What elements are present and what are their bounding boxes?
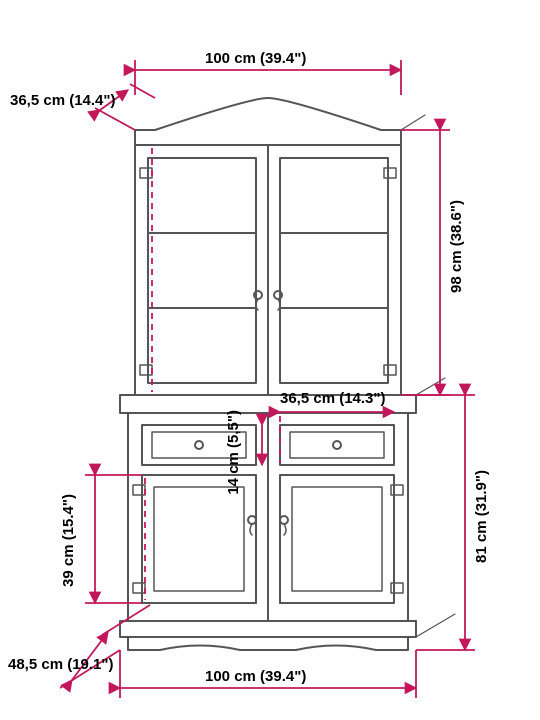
dim-bottom-depth: 48,5 cm (19.1"): [8, 656, 114, 673]
dim-bottom-width: 100 cm (39.4"): [205, 668, 306, 685]
dim-lower-door: 39 cm (15.4"): [60, 494, 77, 587]
dim-top-depth: 36,5 cm (14.4"): [10, 92, 116, 109]
dim-lower-full: 81 cm (31.9"): [473, 470, 490, 563]
dim-drawer-height: 14 cm (5,5"): [225, 410, 242, 495]
dim-upper-height: 98 cm (38.6"): [448, 200, 465, 293]
dim-drawer-width: 36,5 cm (14.3"): [280, 390, 386, 407]
cabinet-outline: [120, 98, 455, 650]
dim-top-width: 100 cm (39.4"): [205, 50, 306, 67]
